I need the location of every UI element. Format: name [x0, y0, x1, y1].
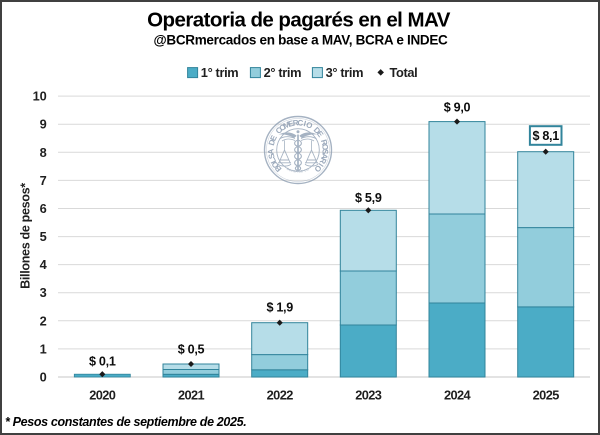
svg-text:Billones de pesos*: Billones de pesos* — [19, 183, 33, 289]
svg-text:2024: 2024 — [444, 388, 472, 403]
svg-text:$ 0,1: $ 0,1 — [89, 355, 116, 369]
svg-text:A: A — [319, 152, 329, 160]
svg-text:10: 10 — [33, 89, 47, 104]
svg-text:L: L — [268, 157, 278, 165]
svg-text:O: O — [312, 163, 323, 174]
svg-text:2021: 2021 — [178, 388, 205, 403]
svg-text:1: 1 — [40, 341, 47, 356]
svg-text:3: 3 — [40, 285, 47, 300]
svg-text:6: 6 — [40, 201, 47, 216]
svg-text:5: 5 — [40, 229, 47, 244]
svg-text:D: D — [312, 125, 323, 136]
svg-text:$ 0,5: $ 0,5 — [178, 343, 205, 357]
svg-text:O: O — [305, 120, 314, 131]
svg-text:S: S — [320, 149, 329, 156]
svg-text:O: O — [270, 160, 281, 170]
svg-text:E: E — [287, 119, 295, 129]
svg-text:O: O — [320, 143, 330, 150]
svg-text:Total: Total — [390, 65, 418, 80]
svg-text:Operatoria de pagarés en el MA: Operatoria de pagarés en el MAV — [147, 9, 451, 32]
svg-text:* Pesos constantes de septiemb: * Pesos constantes de septiembre de 2025… — [5, 415, 246, 429]
svg-text:2025: 2025 — [533, 388, 560, 403]
svg-text:O: O — [278, 122, 288, 133]
svg-text:@BCRmercados en base a MAV, BC: @BCRmercados en base a MAV, BCRA e INDEC — [154, 33, 449, 48]
svg-text:C: C — [297, 118, 304, 127]
svg-text:M: M — [282, 120, 292, 131]
svg-text:$ 5,9: $ 5,9 — [355, 191, 382, 205]
svg-text:I: I — [303, 119, 307, 128]
svg-text:7: 7 — [40, 173, 47, 188]
svg-text:I: I — [316, 161, 325, 168]
svg-text:2020: 2020 — [89, 388, 116, 403]
svg-text:D: D — [267, 138, 277, 146]
svg-text:2023: 2023 — [355, 388, 382, 403]
svg-text:$ 1,9: $ 1,9 — [266, 300, 293, 314]
svg-text:4: 4 — [40, 257, 48, 272]
svg-text:0: 0 — [40, 370, 47, 385]
svg-text:$ 8,1: $ 8,1 — [532, 129, 559, 143]
svg-text:C: C — [274, 125, 285, 136]
svg-text:E: E — [268, 133, 279, 142]
svg-text:B: B — [273, 163, 284, 174]
svg-text:8: 8 — [40, 145, 47, 160]
svg-text:E: E — [315, 129, 326, 139]
svg-text:R: R — [292, 118, 299, 127]
svg-text:1° trim: 1° trim — [201, 65, 239, 80]
svg-text:$ 9,0: $ 9,0 — [444, 100, 471, 114]
svg-text:9: 9 — [40, 117, 47, 132]
svg-text:2022: 2022 — [267, 388, 294, 403]
svg-text:R: R — [319, 138, 329, 146]
svg-text:S: S — [266, 152, 276, 160]
svg-text:3° trim: 3° trim — [326, 65, 364, 80]
svg-text:A: A — [266, 148, 275, 155]
svg-text:2: 2 — [40, 313, 47, 328]
svg-text:R: R — [318, 156, 329, 165]
svg-text:2° trim: 2° trim — [264, 65, 302, 80]
